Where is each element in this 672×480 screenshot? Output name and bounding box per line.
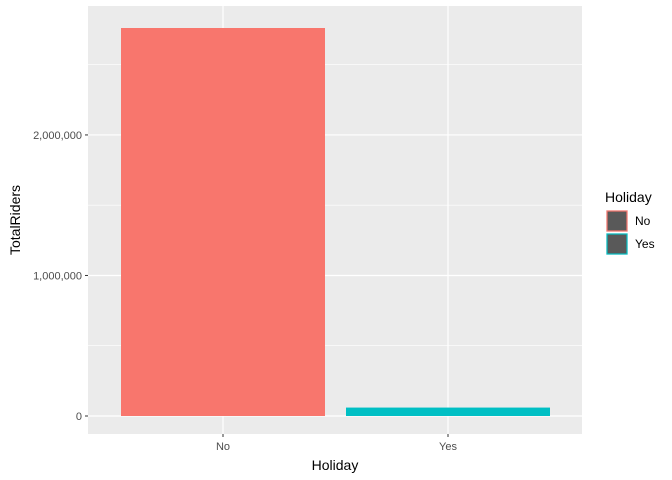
legend-key-yes [606,233,628,255]
x-axis-ticks: No Yes [216,434,457,453]
legend: Holiday No Yes [605,189,655,255]
x-tick-label: Yes [439,441,457,453]
bar-no [121,28,325,416]
x-axis-title: Holiday [312,457,359,473]
y-tick-label: 2,000,000 [33,130,82,142]
y-tick-label: 1,000,000 [33,270,82,282]
y-tick-label: 0 [76,411,82,423]
y-axis-ticks: 0 1,000,000 2,000,000 [33,130,88,423]
bars [121,28,550,416]
legend-key-no [606,210,628,232]
legend-label: Yes [635,237,655,251]
y-axis-title: TotalRiders [7,185,23,255]
bar-yes [346,407,550,416]
x-tick-label: No [216,441,230,453]
legend-label: No [635,214,651,228]
legend-title: Holiday [605,189,652,205]
